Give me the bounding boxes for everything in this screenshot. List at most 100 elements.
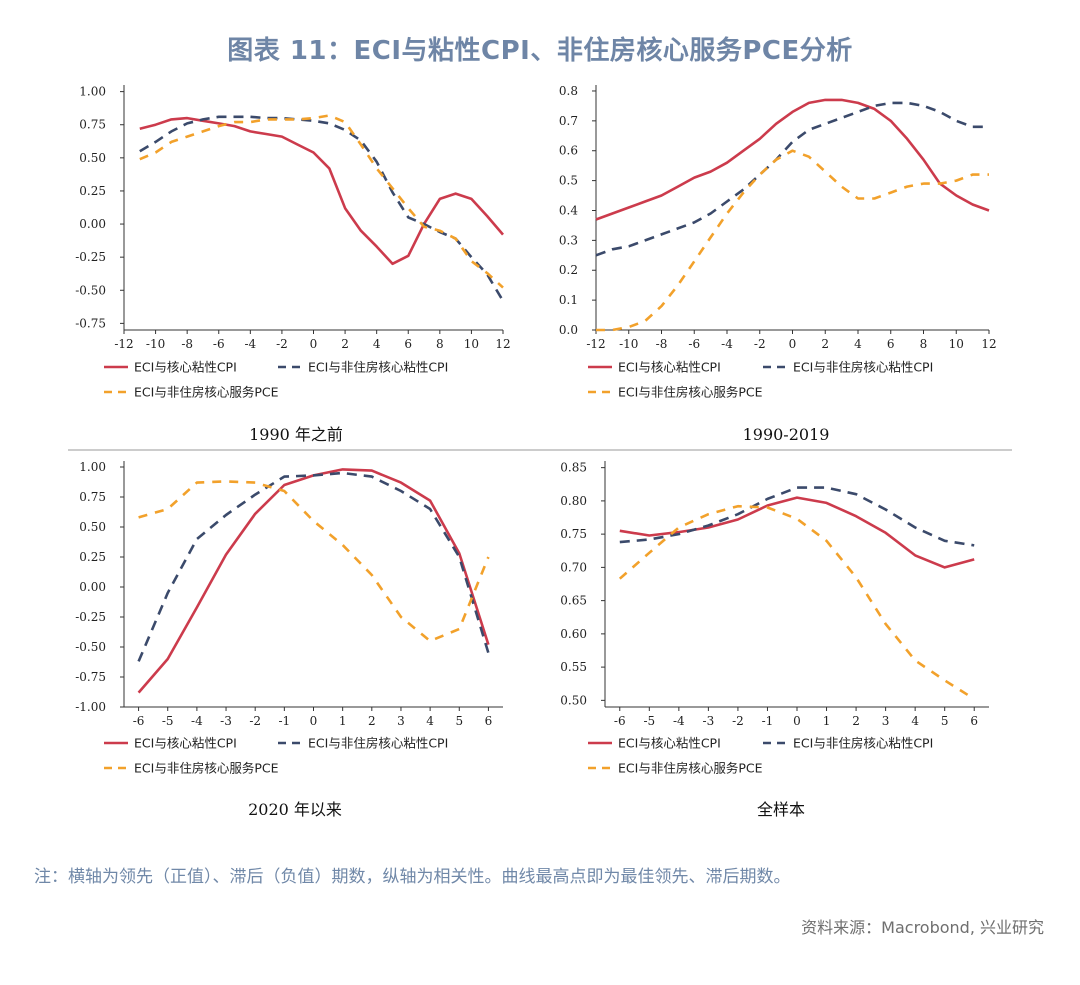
x-tick-label: 8 [920,337,928,351]
x-tick-label: -2 [249,714,261,728]
chart-caption: 1990 年之前 [249,425,343,444]
series-line-1 [619,496,975,569]
series-line-1 [595,98,990,221]
y-tick-label: 0.75 [560,527,587,541]
y-tick-label: -0.25 [75,610,106,624]
x-tick-label: 0 [793,714,801,728]
x-tick-label: 2 [341,337,349,351]
x-tick-label: 5 [941,714,949,728]
x-tick-label: -2 [754,337,766,351]
y-tick-label: 0.8 [559,84,578,98]
y-tick-label: 0.50 [79,520,106,534]
x-tick-label: 4 [426,714,434,728]
series-line-1 [139,116,504,266]
y-tick-label: 0.3 [559,233,578,247]
chart-caption: 2020 年以来 [248,800,342,819]
legend-label: ECI与非住房核心粘性CPI [308,360,448,375]
y-tick-label: 0.80 [560,494,587,508]
legend-label: ECI与非住房核心粘性CPI [793,360,933,375]
legend-label: ECI与核心粘性CPI [618,736,721,751]
y-tick-label: 0.50 [560,693,587,707]
y-tick-label: 0.85 [560,461,587,475]
x-tick-label: 2 [852,714,860,728]
series-line-1 [137,468,490,694]
y-tick-label: 0.00 [79,580,106,594]
legend-label: ECI与非住房核心服务PCE [618,761,763,776]
series-line-3 [596,149,989,332]
y-tick-label: 0.1 [559,293,578,307]
chart-caption: 全样本 [757,800,805,819]
x-tick-label: 1 [823,714,831,728]
x-tick-label: 0 [310,714,318,728]
x-tick-label: -6 [688,337,700,351]
x-tick-label: 5 [455,714,463,728]
x-tick-label: -4 [721,337,733,351]
legend-label: ECI与核心粘性CPI [618,360,721,375]
legend-label: ECI与非住房核心粘性CPI [793,736,933,751]
y-tick-label: 0.25 [79,184,106,198]
series-line-3 [139,114,504,289]
y-tick-label: 0.4 [559,203,578,217]
x-tick-label: -8 [181,337,193,351]
x-tick-label: 4 [854,337,862,351]
y-tick-label: 0.50 [79,151,106,165]
x-tick-label: -3 [703,714,715,728]
x-tick-label: -6 [133,714,145,728]
y-tick-label: 0.25 [79,550,106,564]
x-tick-label: -3 [220,714,232,728]
y-tick-label: 0.6 [559,144,578,158]
x-tick-label: 0 [310,337,318,351]
x-tick-label: 2 [368,714,376,728]
x-tick-label: -1 [762,714,774,728]
x-tick-label: 3 [397,714,405,728]
legend-label: ECI与非住房核心服务PCE [134,761,279,776]
x-tick-label: 6 [404,337,412,351]
figure-title: 图表 11：ECI与粘性CPI、非住房核心服务PCE分析 [227,36,853,66]
y-tick-label: -0.75 [75,316,106,330]
y-tick-label: 0.0 [559,323,578,337]
x-tick-label: 6 [485,714,493,728]
x-tick-label: -6 [614,714,626,728]
x-tick-label: -5 [162,714,174,728]
x-tick-label: 6 [887,337,895,351]
x-tick-label: 8 [436,337,444,351]
x-tick-label: 0 [789,337,797,351]
legend-label: ECI与非住房核心服务PCE [134,385,279,400]
x-tick-label: -4 [673,714,685,728]
y-tick-label: 0.65 [560,594,587,608]
y-tick-label: -1.00 [75,700,106,714]
legend-label: ECI与非住房核心服务PCE [618,385,763,400]
footnote: 注：横轴为领先（正值）、滞后（负值）期数，纵轴为相关性。曲线最高点即为最佳领先、… [34,867,791,887]
series-line-2 [595,101,989,257]
chart-caption: 1990-2019 [743,425,830,444]
y-tick-label: -0.25 [75,250,106,264]
legend-label: ECI与核心粘性CPI [134,736,237,751]
y-tick-label: 0.2 [559,263,578,277]
y-tick-label: 0.7 [559,114,578,128]
series-line-3 [138,480,490,643]
x-tick-label: -12 [114,337,133,351]
y-tick-label: -0.50 [75,283,106,297]
x-tick-label: -10 [619,337,638,351]
y-tick-label: 0.55 [560,660,587,674]
x-tick-label: -4 [191,714,203,728]
y-tick-label: 0.75 [79,490,106,504]
x-tick-label: -6 [213,337,225,351]
y-tick-label: 1.00 [79,85,106,99]
x-tick-label: -5 [643,714,655,728]
x-tick-label: 6 [970,714,978,728]
x-tick-label: 4 [911,714,919,728]
x-tick-label: 1 [339,714,347,728]
x-tick-label: 3 [882,714,890,728]
x-tick-label: 4 [373,337,381,351]
legend-label: ECI与核心粘性CPI [134,360,237,375]
y-tick-label: 0.75 [79,118,106,132]
x-tick-label: 10 [464,337,479,351]
source-note: 资料来源：Macrobond, 兴业研究 [801,918,1044,937]
y-tick-label: -0.50 [75,640,106,654]
x-tick-label: -1 [278,714,290,728]
x-tick-label: -12 [586,337,605,351]
y-tick-label: 0.60 [560,627,587,641]
y-tick-label: 0.70 [560,560,587,574]
legend-label: ECI与非住房核心粘性CPI [308,736,448,751]
